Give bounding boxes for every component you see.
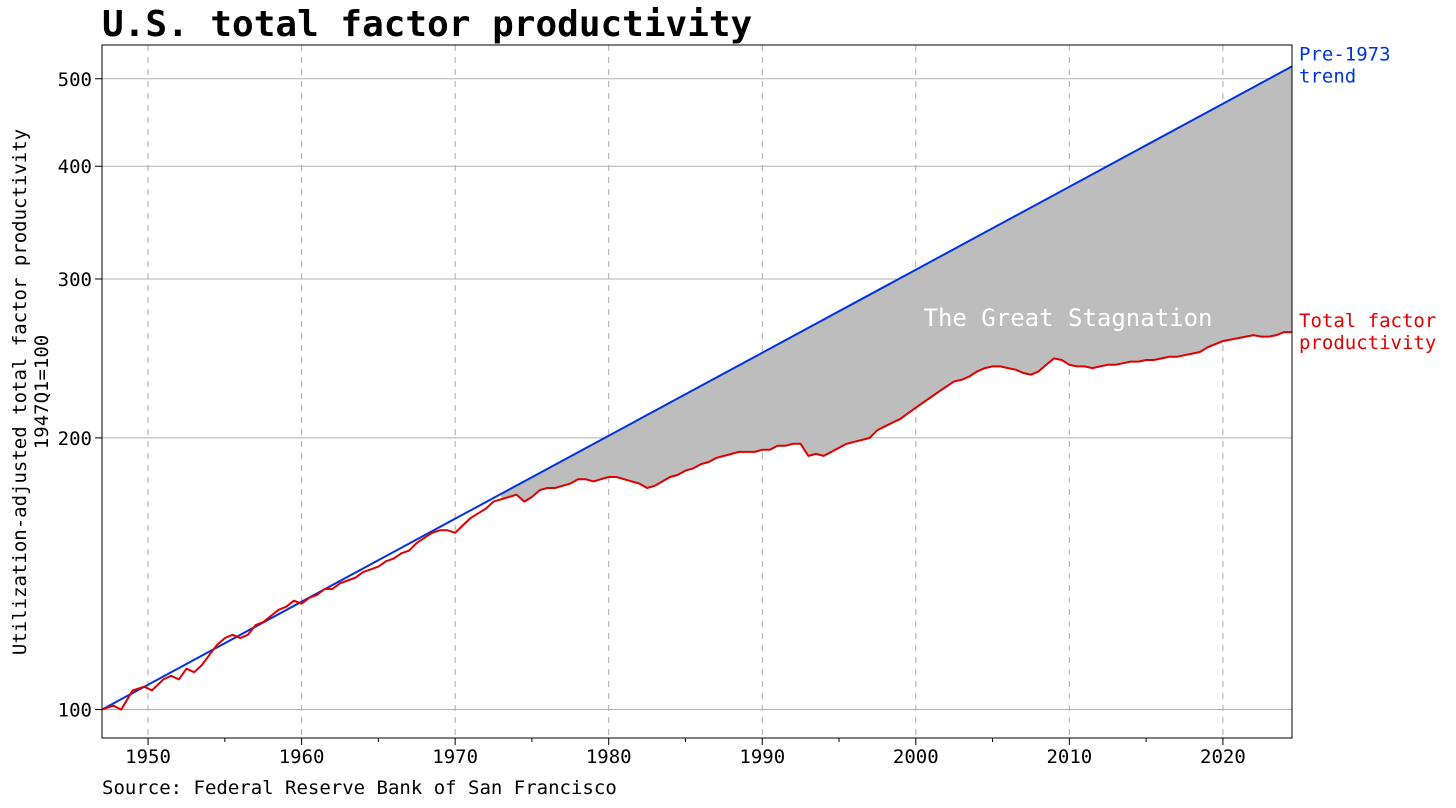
y-axis-label-line-2: 1947Q1=100	[31, 335, 53, 449]
x-tick-label: 1950	[125, 746, 171, 768]
y-tick-label: 200	[58, 428, 92, 450]
x-tick-label: 1980	[586, 746, 632, 768]
x-tick-label: 2020	[1200, 746, 1246, 768]
x-tick-label: 1990	[739, 746, 785, 768]
y-tick-label: 400	[58, 156, 92, 178]
y-axis-label: Utilization-adjusted total factor produc…	[9, 129, 53, 655]
y-axis-label-line-1: Utilization-adjusted total factor produc…	[9, 129, 31, 655]
stagnation-gap-area	[501, 66, 1292, 502]
tfp-line	[101, 331, 1292, 711]
trend-line	[101, 65, 1293, 711]
source-note: Source: Federal Reserve Bank of San Fran…	[102, 777, 617, 799]
axis-layer: 1950 1960 1970 1980 1990 2000 2010 2020 100 200 30…	[58, 69, 1246, 768]
y-tick-label: 100	[58, 700, 92, 722]
series-layer	[101, 65, 1293, 711]
tfp-label: productivity	[1299, 332, 1436, 354]
x-tick-label: 1970	[432, 746, 478, 768]
y-tick-label: 300	[58, 269, 92, 291]
x-tick-label: 2010	[1046, 746, 1092, 768]
plot-frame	[101, 44, 1293, 739]
chart-title: U.S. total factor productivity	[102, 4, 752, 45]
x-tick-label: 1960	[279, 746, 325, 768]
trend-label: trend	[1299, 65, 1356, 87]
great-stagnation-annotation: The Great Stagnation	[924, 304, 1213, 332]
trend-label: Pre-1973	[1299, 43, 1391, 65]
y-tick-label: 500	[58, 69, 92, 91]
stagnation-fill	[501, 66, 1292, 502]
tfp-label: Total factor	[1299, 310, 1436, 332]
x-tick-label: 2000	[893, 746, 939, 768]
